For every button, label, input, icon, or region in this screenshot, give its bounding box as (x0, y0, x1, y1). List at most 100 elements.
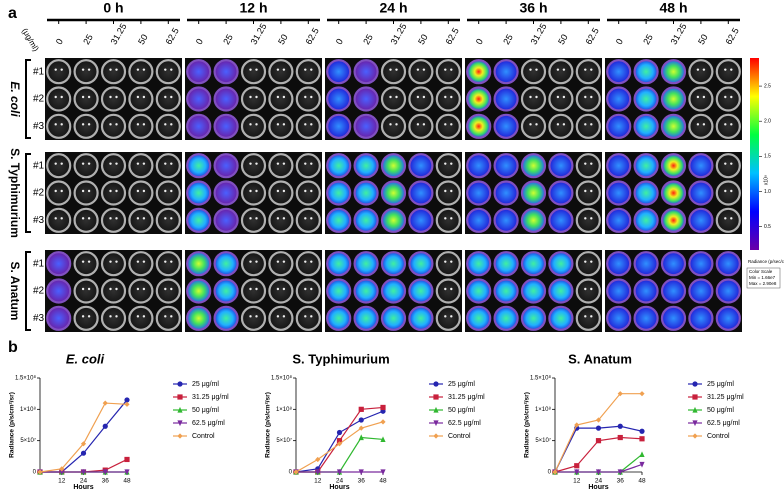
well (715, 305, 741, 331)
well-dot (584, 95, 587, 99)
data-point (639, 461, 645, 468)
well-dot (60, 162, 63, 165)
well (46, 153, 72, 179)
well (100, 251, 127, 277)
well-dot (109, 189, 112, 193)
well-dot (142, 260, 146, 263)
conc-label: 0 (474, 37, 485, 46)
data-point (358, 406, 364, 412)
colorbar-title: Radiance (p/sec/cm²/sr) (748, 259, 784, 264)
well-dot (170, 260, 173, 263)
well (633, 153, 659, 179)
well-dot (164, 68, 167, 71)
well (46, 180, 72, 206)
well-dot (556, 95, 560, 99)
replicate-label: #2 (33, 286, 45, 297)
well-dot (54, 68, 57, 71)
data-point (293, 469, 299, 475)
well-dot (590, 315, 593, 318)
well-dot (696, 123, 700, 126)
well-dot (81, 123, 85, 126)
well-dot (276, 315, 280, 318)
y-tick-label: 1.5×10⁸ (271, 375, 293, 382)
well (548, 251, 574, 277)
well (100, 207, 127, 233)
well-dot (255, 315, 258, 318)
legend-label: 62.5 μg/ml (448, 420, 481, 427)
legend-marker (177, 420, 183, 427)
well-dot (730, 95, 733, 99)
well-dot (702, 68, 706, 71)
data-point (102, 400, 108, 406)
well-dot (115, 260, 118, 263)
well (380, 59, 407, 85)
well-dot (136, 95, 140, 99)
legend-marker (433, 394, 439, 400)
well-dot (249, 315, 252, 318)
well-dot (109, 260, 112, 263)
colorbar-tick-label: 2.0 (764, 119, 771, 125)
well (240, 59, 267, 85)
data-point (315, 456, 321, 463)
well (606, 113, 632, 139)
conc-label: 0 (194, 37, 205, 46)
well (408, 180, 434, 206)
well-dot (255, 95, 258, 99)
x-tick-label: 48 (379, 478, 387, 485)
legend-label: 50 μg/ml (448, 407, 475, 414)
well (186, 153, 212, 179)
well-dot (310, 260, 313, 263)
well-dot (249, 68, 252, 71)
well (660, 251, 687, 277)
well (633, 180, 659, 206)
legend-marker (177, 394, 183, 400)
well-dot (310, 217, 313, 220)
data-point (124, 401, 130, 407)
well (466, 86, 492, 112)
legend-marker (177, 406, 183, 413)
well (295, 207, 321, 233)
well (520, 113, 547, 139)
legend-marker (433, 381, 439, 387)
well (353, 305, 379, 331)
well (520, 207, 547, 233)
well (295, 251, 321, 277)
well (660, 59, 687, 85)
well (186, 251, 212, 277)
well (100, 59, 127, 85)
well-dot (164, 189, 167, 193)
x-tick-label: 36 (358, 478, 366, 485)
well (326, 251, 352, 277)
well-dot (389, 123, 392, 126)
well-dot (450, 217, 453, 220)
well-dot (142, 315, 146, 318)
well (186, 180, 212, 206)
x-tick-label: 36 (617, 478, 625, 485)
well (326, 59, 352, 85)
well-dot (276, 123, 280, 126)
well (660, 86, 687, 112)
well (435, 59, 461, 85)
well (128, 153, 154, 179)
well (100, 86, 127, 112)
well-dot (115, 315, 118, 318)
well-dot (444, 260, 447, 263)
legend-marker (692, 433, 698, 439)
x-axis-label: Hours (329, 484, 349, 491)
well-dot (60, 123, 63, 126)
well (326, 207, 352, 233)
well (295, 305, 321, 331)
y-tick-label: 1.5×10⁸ (15, 375, 37, 382)
well-dot (170, 217, 173, 220)
well (466, 305, 492, 331)
data-point (336, 429, 343, 436)
data-point (315, 469, 321, 476)
well (295, 278, 321, 304)
well (100, 153, 127, 179)
well (186, 278, 212, 304)
data-point (639, 451, 645, 458)
well-dot (584, 68, 587, 71)
well (688, 207, 714, 233)
chart-title: S. Typhimurium (292, 351, 389, 366)
well (295, 153, 321, 179)
